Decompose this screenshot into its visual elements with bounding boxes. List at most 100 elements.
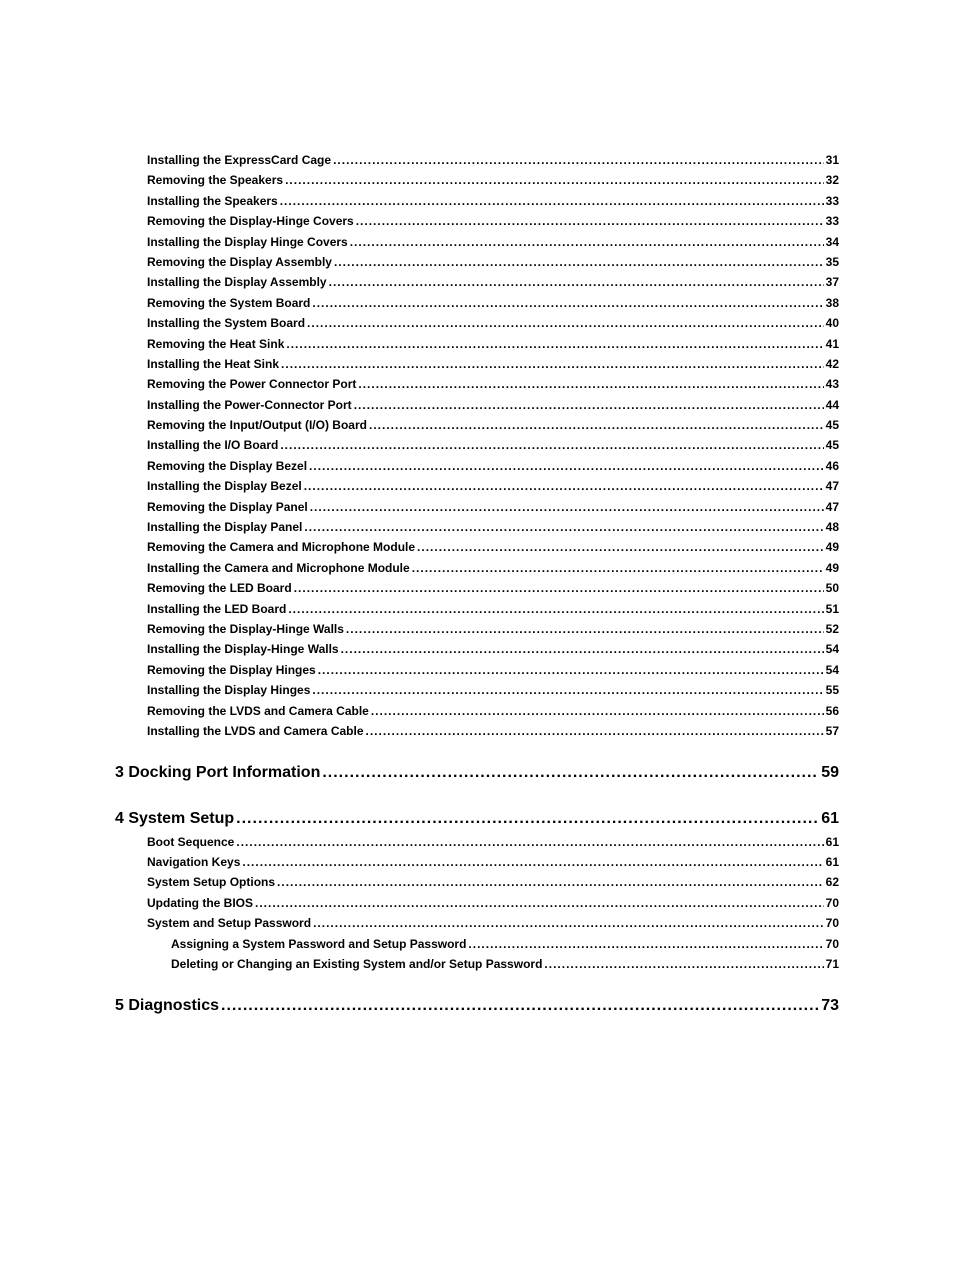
toc-entry-page: 54 [826, 639, 839, 659]
toc-page: Installing the ExpressCard Cage31Removin… [0, 0, 954, 1268]
toc-leader-dots [281, 354, 824, 374]
toc-entry-label: Removing the Speakers [147, 170, 283, 190]
toc-entry-label: Removing the LVDS and Camera Cable [147, 701, 369, 721]
toc-entry-label: Navigation Keys [147, 852, 240, 872]
toc-entry-label: Removing the Display Assembly [147, 252, 332, 272]
toc-entry-page: 33 [826, 191, 839, 211]
toc-entry-page: 51 [826, 599, 839, 619]
toc-entry[interactable]: Removing the Speakers32 [147, 170, 839, 190]
toc-entry-page: 46 [826, 456, 839, 476]
toc-entry-page: 48 [826, 517, 839, 537]
toc-entry[interactable]: Removing the Heat Sink 41 [147, 334, 839, 354]
toc-entry[interactable]: Installing the I/O Board 45 [147, 435, 839, 455]
toc-leader-dots [417, 537, 824, 557]
toc-entry[interactable]: Installing the Display Hinges55 [147, 680, 839, 700]
toc-entry[interactable]: Installing the ExpressCard Cage31 [147, 150, 839, 170]
toc-entry-label: Removing the Display-Hinge Covers [147, 211, 354, 231]
toc-leader-dots [307, 313, 824, 333]
toc-leader-dots [242, 852, 823, 872]
toc-entry[interactable]: Installing the Display Panel 48 [147, 517, 839, 537]
toc-entry[interactable]: Installing the System Board40 [147, 313, 839, 333]
toc-entry-page: 70 [826, 913, 839, 933]
toc-leader-dots [221, 992, 819, 1019]
toc-entry-label: Installing the LVDS and Camera Cable [147, 721, 364, 741]
toc-entry-label: Installing the Heat Sink [147, 354, 279, 374]
toc-leader-dots [322, 759, 819, 786]
toc-leader-dots [280, 435, 823, 455]
toc-entry-label: Installing the Display Hinge Covers [147, 232, 348, 252]
toc-entry-page: 41 [826, 334, 839, 354]
toc-entry-label: Installing the Display Panel [147, 517, 302, 537]
toc-entry[interactable]: System Setup Options 62 [147, 872, 839, 892]
toc-entry[interactable]: Removing the Display Bezel46 [147, 456, 839, 476]
toc-entry[interactable]: Installing the LVDS and Camera Cable 57 [147, 721, 839, 741]
toc-entry-label: Removing the Heat Sink [147, 334, 284, 354]
toc-entry[interactable]: Removing the Display Panel47 [147, 497, 839, 517]
toc-entry-page: 57 [826, 721, 839, 741]
toc-entry-page: 40 [826, 313, 839, 333]
toc-entry[interactable]: System and Setup Password70 [147, 913, 839, 933]
toc-entry[interactable]: Installing the Power-Connector Port44 [147, 395, 839, 415]
toc-entry-label: Removing the Camera and Microphone Modul… [147, 537, 415, 557]
toc-entry[interactable]: Installing the Heat Sink42 [147, 354, 839, 374]
toc-entry-label: 3 Docking Port Information [115, 759, 320, 786]
toc-leader-dots [310, 497, 824, 517]
toc-entry-page: 49 [826, 537, 839, 557]
toc-entry-label: Assigning a System Password and Setup Pa… [171, 934, 466, 954]
toc-leader-dots [236, 805, 819, 832]
toc-entry[interactable]: Removing the LVDS and Camera Cable56 [147, 701, 839, 721]
toc-entry[interactable]: Removing the Display-Hinge Walls52 [147, 619, 839, 639]
toc-entry[interactable]: Installing the Display Bezel47 [147, 476, 839, 496]
toc-entry[interactable]: Removing the LED Board50 [147, 578, 839, 598]
toc-entry[interactable]: Deleting or Changing an Existing System … [171, 954, 839, 974]
toc-entry[interactable]: Removing the Display-Hinge Covers33 [147, 211, 839, 231]
toc-entry-label: 5 Diagnostics [115, 992, 219, 1019]
toc-entry[interactable]: Removing the System Board38 [147, 293, 839, 313]
toc-entry-page: 73 [821, 992, 839, 1019]
toc-leader-dots [366, 721, 824, 741]
toc-entry[interactable]: Removing the Camera and Microphone Modul… [147, 537, 839, 557]
toc-entry[interactable]: Updating the BIOS 70 [147, 893, 839, 913]
toc-entry-page: 35 [826, 252, 839, 272]
toc-leader-dots [350, 232, 824, 252]
toc-leader-dots [318, 660, 824, 680]
toc-entry-label: Installing the Display Assembly [147, 272, 327, 292]
toc-entry-page: 62 [826, 872, 839, 892]
toc-leader-dots [288, 599, 823, 619]
toc-entry[interactable]: Boot Sequence61 [147, 832, 839, 852]
toc-entry-label: Updating the BIOS [147, 893, 253, 913]
toc-entry[interactable]: Removing the Display Assembly 35 [147, 252, 839, 272]
toc-entry[interactable]: Installing the LED Board51 [147, 599, 839, 619]
toc-leader-dots [312, 680, 823, 700]
toc-entry[interactable]: Removing the Display Hinges54 [147, 660, 839, 680]
toc-entry[interactable]: 5 Diagnostics 73 [115, 992, 839, 1019]
toc-entry-page: 70 [826, 893, 839, 913]
toc-leader-dots [280, 191, 824, 211]
toc-entry[interactable]: Removing the Power Connector Port43 [147, 374, 839, 394]
toc-entry[interactable]: Removing the Input/Output (I/O) Board45 [147, 415, 839, 435]
toc-entry[interactable]: Installing the Camera and Microphone Mod… [147, 558, 839, 578]
toc-entry-label: System Setup Options [147, 872, 275, 892]
toc-leader-dots [313, 913, 824, 933]
toc-entry[interactable]: Navigation Keys 61 [147, 852, 839, 872]
toc-entry-page: 54 [826, 660, 839, 680]
toc-entry[interactable]: Assigning a System Password and Setup Pa… [171, 934, 839, 954]
toc-entry-page: 49 [826, 558, 839, 578]
toc-entry-page: 61 [826, 852, 839, 872]
toc-entry[interactable]: Installing the Display Hinge Covers34 [147, 232, 839, 252]
toc-entry[interactable]: Installing the Display Assembly37 [147, 272, 839, 292]
toc-entry-label: Removing the LED Board [147, 578, 292, 598]
toc-entry-label: Installing the Camera and Microphone Mod… [147, 558, 410, 578]
toc-leader-dots [304, 517, 823, 537]
toc-entry[interactable]: 3 Docking Port Information59 [115, 759, 839, 786]
toc-entry-page: 45 [826, 435, 839, 455]
toc-entry-label: Installing the I/O Board [147, 435, 278, 455]
toc-entry[interactable]: Installing the Display-Hinge Walls54 [147, 639, 839, 659]
toc-leader-dots [285, 170, 824, 190]
toc-entry[interactable]: Installing the Speakers33 [147, 191, 839, 211]
toc-entry[interactable]: 4 System Setup 61 [115, 805, 839, 832]
toc-leader-dots [371, 701, 824, 721]
toc-entry-page: 45 [826, 415, 839, 435]
toc-leader-dots [294, 578, 824, 598]
toc-entry-label: Removing the System Board [147, 293, 310, 313]
